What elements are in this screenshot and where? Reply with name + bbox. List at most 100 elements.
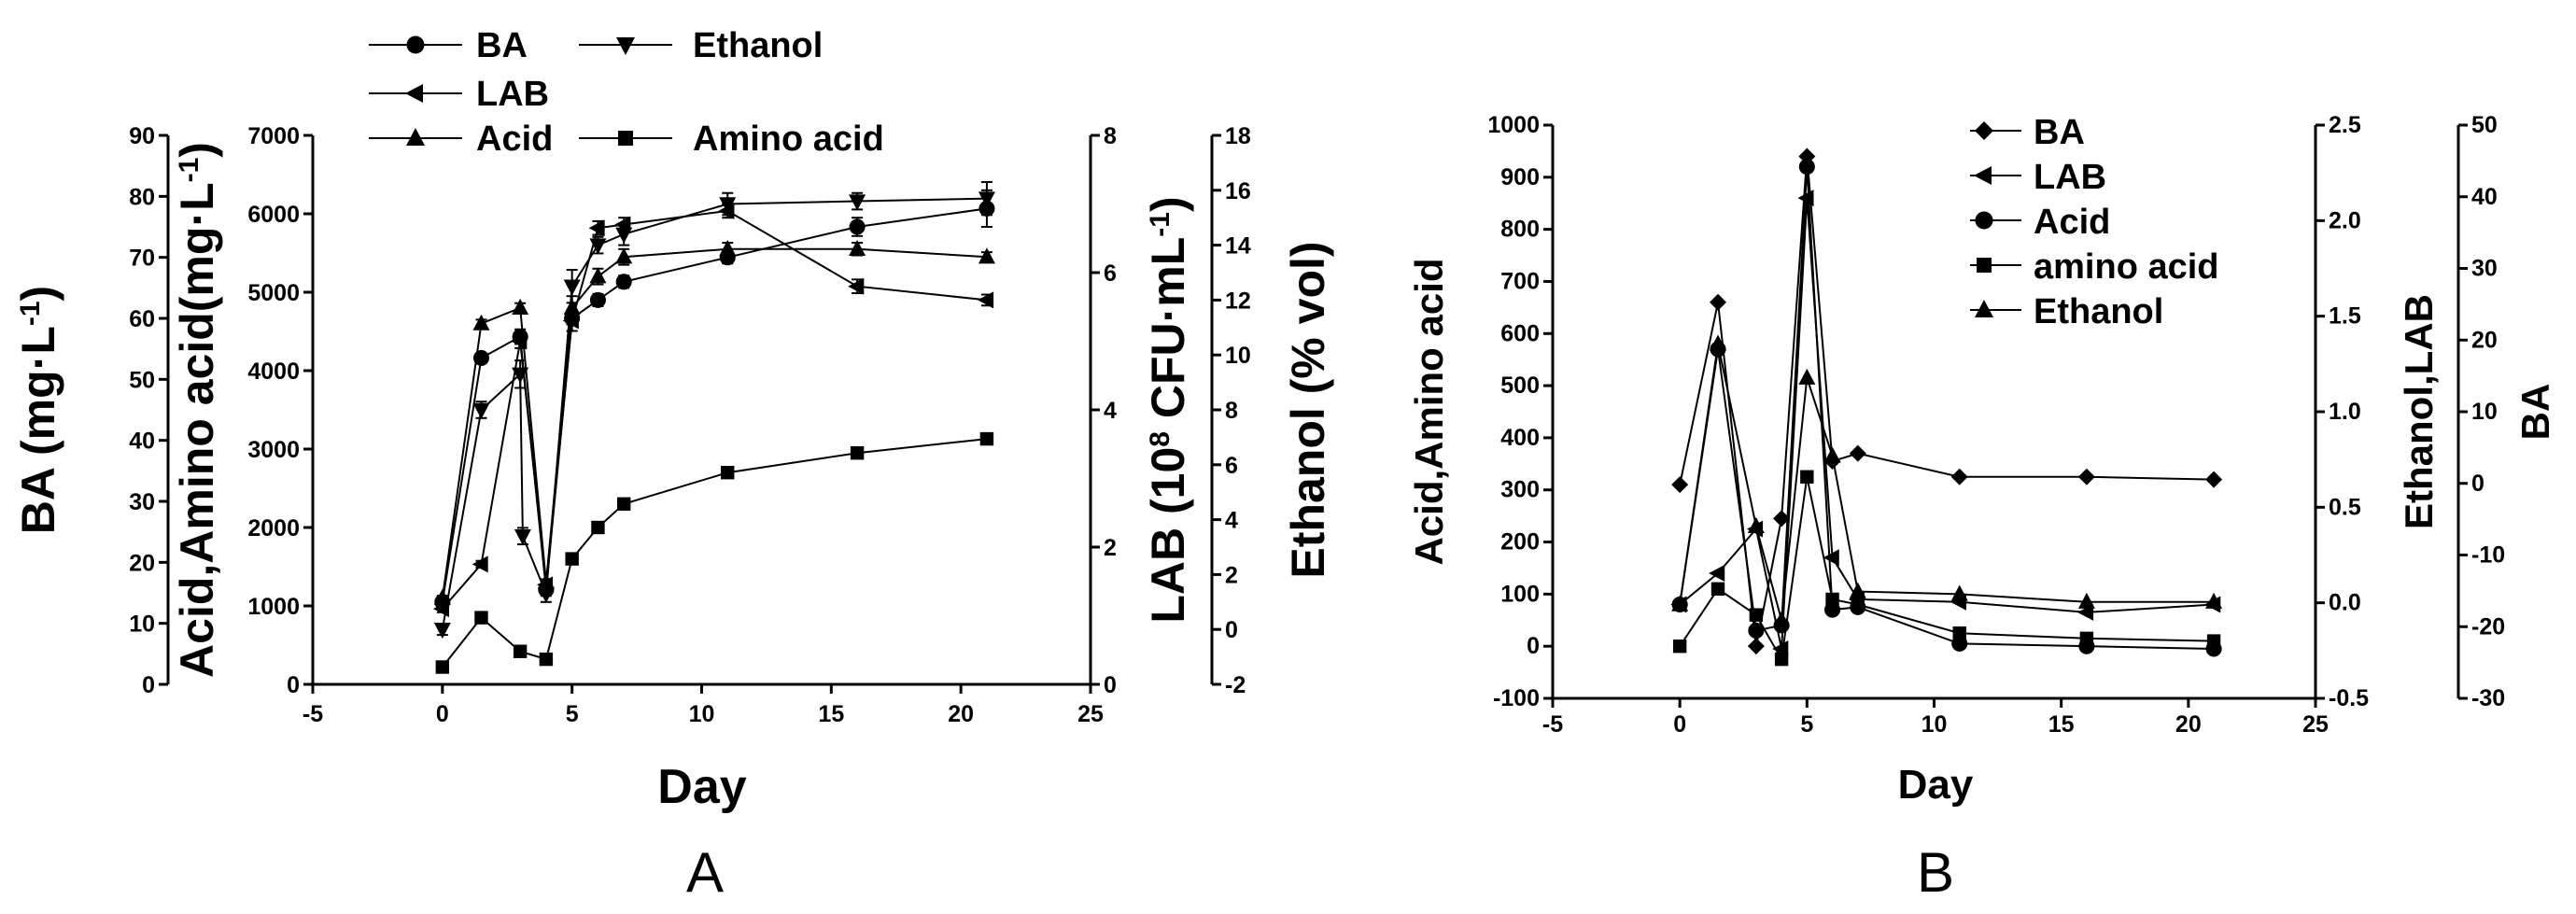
acid-axis-title: Acid,Amino acid(mg·L-1) <box>171 142 223 678</box>
series-line <box>441 197 987 630</box>
legend-marker <box>1977 258 1992 273</box>
axis-title-sup: -1 <box>15 301 46 326</box>
data-point <box>1798 368 1816 385</box>
data-point <box>565 552 579 566</box>
axis-title-sup: 8 <box>1145 431 1175 447</box>
acid-tick-label: 5000 <box>247 280 300 306</box>
ba-tick-label: 70 <box>129 246 155 272</box>
lab-tick-label: 0 <box>1104 672 1117 698</box>
legend-marker <box>406 128 425 146</box>
acid-tick-label: 200 <box>1500 529 1540 555</box>
acid-tick-label: 800 <box>1500 217 1540 243</box>
data-point <box>2077 468 2095 485</box>
eth-tick-label: 14 <box>1225 233 1251 260</box>
series-line <box>1679 344 2215 621</box>
acid-tick-label: 600 <box>1500 320 1540 346</box>
data-point <box>1710 293 1727 311</box>
ba-tick-label: 30 <box>2471 256 2498 282</box>
eth-tick-label: 0 <box>1225 617 1238 643</box>
data-point <box>1748 622 1765 639</box>
data-point <box>614 216 631 233</box>
data-point <box>472 314 490 330</box>
legend-label: Amino acid <box>693 120 884 159</box>
data-point <box>1671 595 1689 612</box>
data-point <box>2206 634 2221 648</box>
data-point <box>472 555 488 573</box>
data-point <box>2205 592 2223 609</box>
acid-tick-label: 0 <box>287 672 300 698</box>
axis-title-part: ) <box>1142 196 1194 212</box>
x-tick-label: 0 <box>1673 711 1686 738</box>
data-point <box>718 202 735 219</box>
acid-tick-label: 400 <box>1500 425 1540 451</box>
series-acid <box>1671 159 2222 657</box>
lab-tick-label: 6 <box>1104 260 1117 287</box>
legend-label: LAB <box>476 75 549 114</box>
lab-tick-label: 8 <box>1104 123 1117 149</box>
legend-label: BA <box>2034 113 2085 152</box>
acid-tick-label: 3000 <box>247 437 300 463</box>
ethlab-tick-label: 0.5 <box>2329 494 2361 520</box>
ba-tick-label: -10 <box>2471 542 2505 569</box>
legend-label: Acid <box>2034 203 2110 242</box>
ba-tick-label: 40 <box>2471 184 2498 210</box>
data-point <box>615 247 633 264</box>
data-point <box>1773 510 1791 527</box>
data-point <box>563 298 581 315</box>
data-point <box>563 279 581 296</box>
data-point <box>979 431 994 446</box>
legend: BA LAB Acid amino acid Ethanol <box>1970 113 2219 331</box>
data-point <box>514 529 531 546</box>
data-point <box>1798 159 1815 176</box>
data-point <box>1710 582 1725 596</box>
lab-axis-title: LAB (108 CFU·mL-1) <box>1142 196 1194 623</box>
acid-tick-label: 6000 <box>247 202 300 228</box>
acid-tick-label: 500 <box>1500 373 1540 399</box>
ba-tick-label: -30 <box>2471 685 2505 711</box>
ba-tick-label: 10 <box>2471 399 2498 425</box>
data-point <box>512 298 529 315</box>
series-amino-acid <box>1672 470 2221 667</box>
acid-tick-label: 1000 <box>247 594 300 620</box>
lab-tick-label: 2 <box>1104 535 1117 561</box>
data-point <box>589 291 606 308</box>
data-point <box>474 611 488 625</box>
x-tick-label: -5 <box>303 701 323 727</box>
ethlab-tick-label: 0.0 <box>2329 590 2361 616</box>
series-line <box>1679 476 2215 663</box>
data-point <box>435 660 450 674</box>
legend-label: Acid <box>476 120 553 159</box>
legend-marker <box>406 35 425 54</box>
acid-tick-label: 7000 <box>247 123 300 149</box>
legend-label: Ethanol <box>2034 292 2163 331</box>
data-point <box>1825 592 1839 607</box>
data-point <box>1747 516 1765 533</box>
data-point <box>721 466 735 480</box>
series-lab <box>432 202 994 618</box>
ba-tick-label: 30 <box>129 489 155 515</box>
ba-tick-label: 90 <box>129 123 155 149</box>
data-point <box>1800 470 1814 484</box>
series-amino-acid <box>435 431 994 674</box>
eth-axis-title: Ethanol (% vol) <box>1282 241 1334 578</box>
data-point <box>850 446 865 460</box>
data-point <box>537 572 555 589</box>
data-point <box>1823 446 1841 463</box>
ethlab-tick-label: 2.5 <box>2329 112 2361 138</box>
data-point <box>513 644 528 658</box>
data-point <box>1950 468 1968 485</box>
data-point <box>849 194 866 211</box>
ba-tick-label: 60 <box>129 306 155 332</box>
x-tick-label: 0 <box>436 701 449 727</box>
ba-tick-label: -20 <box>2471 613 2505 640</box>
series-line <box>1679 166 2215 650</box>
x-tick-label: 25 <box>2302 711 2329 738</box>
axis-title-part: LAB (10 <box>1142 447 1194 624</box>
x-tick-label: 10 <box>689 701 715 727</box>
data-point <box>1950 584 1968 601</box>
data-point <box>719 239 737 256</box>
legend-marker <box>1975 300 1993 317</box>
data-point <box>1671 476 1689 494</box>
acid-tick-label: 1000 <box>1487 112 1540 138</box>
